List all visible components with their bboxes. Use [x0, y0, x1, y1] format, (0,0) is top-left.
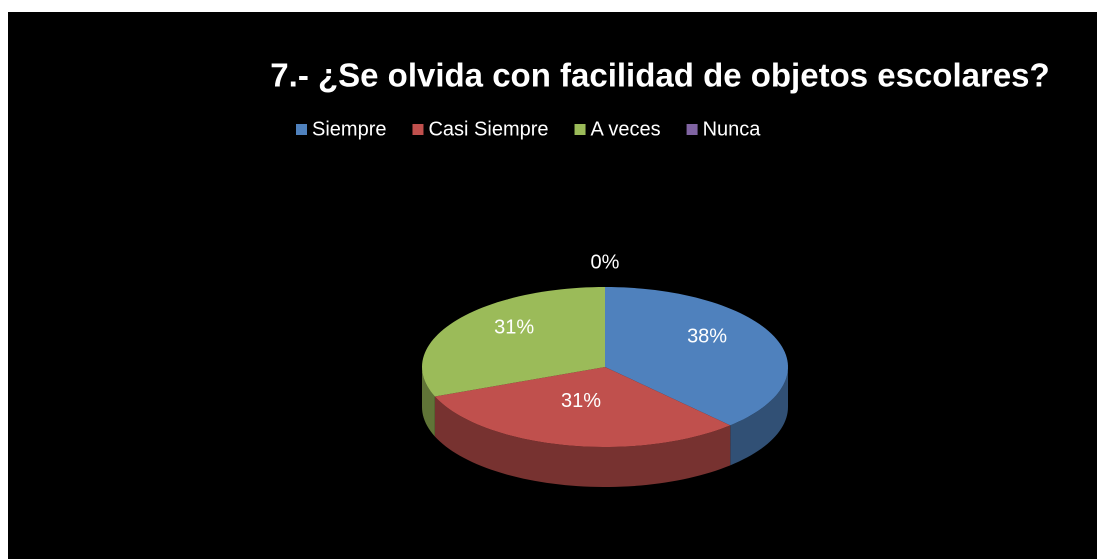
legend-swatch — [296, 124, 307, 135]
legend-swatch — [574, 124, 586, 135]
legend-label: A veces — [591, 118, 661, 140]
pie-side — [422, 367, 435, 437]
data-label: 31% — [561, 390, 601, 412]
chart-title: 7.- ¿Se olvida con facilidad de objetos … — [270, 57, 1049, 94]
pie-side — [434, 396, 731, 487]
legend-label: Casi Siempre — [428, 118, 548, 140]
legend-label: Nunca — [703, 118, 762, 140]
pie-slice — [605, 287, 788, 426]
pie-slice — [422, 287, 605, 397]
legend-swatch — [412, 124, 424, 135]
pie-side — [730, 367, 788, 466]
pie-slice — [434, 367, 731, 447]
legend-label: Siempre — [312, 118, 386, 140]
data-label: 31% — [494, 316, 534, 338]
data-label: 38% — [687, 326, 727, 348]
data-label: 0% — [591, 251, 620, 273]
legend-swatch — [686, 124, 698, 135]
